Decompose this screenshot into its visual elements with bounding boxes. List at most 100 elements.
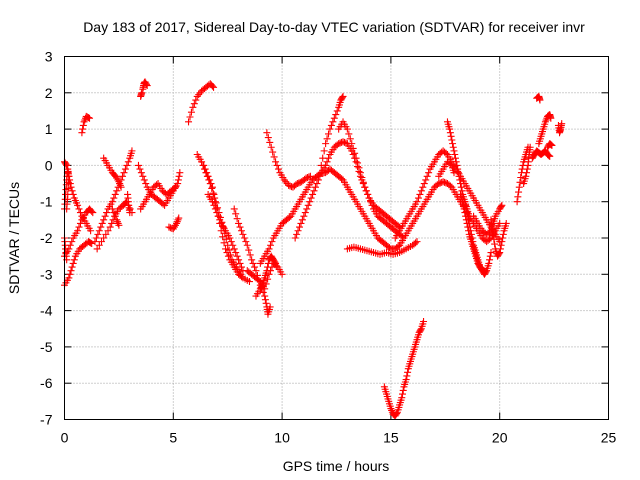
data-point bbox=[488, 221, 496, 229]
data-point bbox=[203, 169, 211, 177]
data-point bbox=[208, 82, 216, 90]
data-point bbox=[235, 256, 243, 264]
data-point bbox=[304, 201, 312, 209]
data-point bbox=[402, 376, 410, 384]
data-point bbox=[153, 181, 161, 189]
data-point bbox=[264, 275, 272, 283]
data-point bbox=[459, 201, 467, 209]
data-point bbox=[137, 169, 145, 177]
data-point bbox=[487, 249, 495, 257]
x-tick-label: 15 bbox=[383, 430, 399, 446]
data-point bbox=[358, 174, 366, 181]
data-point bbox=[245, 278, 253, 286]
data-point bbox=[136, 165, 144, 173]
data-point bbox=[496, 245, 504, 253]
data-point bbox=[333, 107, 341, 115]
data-point bbox=[423, 172, 431, 180]
data-point bbox=[305, 173, 313, 181]
data-point bbox=[265, 270, 273, 278]
data-point bbox=[338, 175, 346, 183]
data-point bbox=[442, 149, 450, 157]
data-point bbox=[108, 205, 116, 213]
y-tick-label: -6 bbox=[40, 375, 53, 391]
x-tick-label: 0 bbox=[61, 430, 69, 446]
data-point bbox=[266, 241, 274, 249]
data-point bbox=[456, 176, 464, 184]
data-point bbox=[462, 216, 470, 224]
chart-title: Day 183 of 2017, Sidereal Day-to-day VTE… bbox=[83, 19, 585, 35]
data-point bbox=[319, 154, 327, 162]
data-point bbox=[263, 129, 271, 137]
data-point bbox=[115, 221, 123, 229]
data-point bbox=[285, 181, 293, 189]
data-point bbox=[213, 209, 221, 217]
data-point bbox=[490, 235, 498, 243]
data-point bbox=[302, 174, 310, 182]
data-point bbox=[208, 198, 216, 206]
data-point bbox=[457, 180, 465, 188]
data-point bbox=[486, 256, 494, 264]
data-point bbox=[295, 179, 303, 187]
data-point bbox=[249, 259, 257, 267]
data-point bbox=[477, 264, 485, 272]
data-point bbox=[222, 245, 230, 253]
data-point bbox=[79, 125, 87, 133]
data-point bbox=[488, 226, 496, 234]
data-point bbox=[111, 190, 119, 198]
data-point bbox=[323, 135, 331, 143]
data-point bbox=[246, 251, 254, 259]
data-point bbox=[120, 169, 128, 177]
data-point bbox=[364, 190, 372, 198]
data-point bbox=[294, 227, 302, 235]
data-point bbox=[216, 216, 224, 224]
data-point bbox=[326, 125, 334, 133]
data-point bbox=[419, 183, 427, 191]
data-point bbox=[68, 187, 76, 195]
y-tick-label: -1 bbox=[40, 194, 53, 210]
data-point bbox=[64, 178, 72, 186]
data-point bbox=[142, 80, 150, 88]
data-point bbox=[544, 151, 552, 159]
data-point bbox=[100, 234, 108, 242]
data-point bbox=[523, 169, 531, 177]
data-point bbox=[65, 274, 73, 282]
data-point bbox=[239, 230, 247, 238]
data-point bbox=[95, 241, 103, 249]
data-point bbox=[206, 176, 214, 184]
data-point bbox=[489, 230, 497, 238]
data-point bbox=[515, 183, 523, 191]
data-point bbox=[102, 230, 110, 238]
data-point bbox=[265, 245, 273, 253]
data-point bbox=[208, 183, 216, 191]
data-point bbox=[258, 282, 266, 290]
data-point bbox=[496, 249, 504, 257]
data-point bbox=[463, 219, 471, 227]
data-point bbox=[345, 130, 353, 138]
data-point bbox=[453, 161, 461, 169]
data-point bbox=[487, 216, 495, 224]
data-point bbox=[439, 178, 447, 186]
data-point bbox=[498, 201, 506, 209]
data-point bbox=[233, 252, 241, 260]
data-point bbox=[264, 259, 272, 267]
data-point bbox=[547, 114, 555, 122]
data-point bbox=[349, 144, 357, 152]
data-point bbox=[273, 161, 281, 169]
data-point bbox=[236, 259, 244, 267]
data-point bbox=[110, 209, 118, 217]
data-point bbox=[359, 178, 367, 186]
data-point bbox=[417, 326, 425, 334]
data-point bbox=[422, 176, 430, 184]
data-point bbox=[174, 180, 182, 188]
data-point bbox=[75, 205, 83, 213]
data-point bbox=[166, 224, 174, 232]
data-point bbox=[263, 267, 271, 275]
data-point bbox=[293, 230, 301, 238]
data-point bbox=[515, 188, 523, 196]
data-point bbox=[124, 158, 132, 166]
data-point bbox=[186, 113, 194, 121]
plot-frame bbox=[64, 56, 609, 420]
data-point bbox=[301, 209, 309, 217]
data-point bbox=[394, 242, 402, 250]
